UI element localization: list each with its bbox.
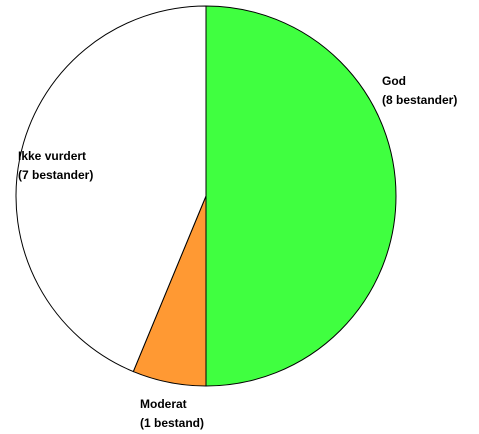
slice-label: Ikke vurdert (18, 149, 86, 163)
slice-value-label: (8 bestander) (382, 93, 457, 107)
slice-label: Moderat (140, 397, 187, 411)
slice-label: God (382, 74, 406, 88)
pie-slice (15, 5, 207, 373)
slice-value-label: (1 bestand) (140, 416, 204, 430)
pie-slice (205, 5, 397, 387)
slice-value-label: (7 bestander) (18, 168, 93, 182)
